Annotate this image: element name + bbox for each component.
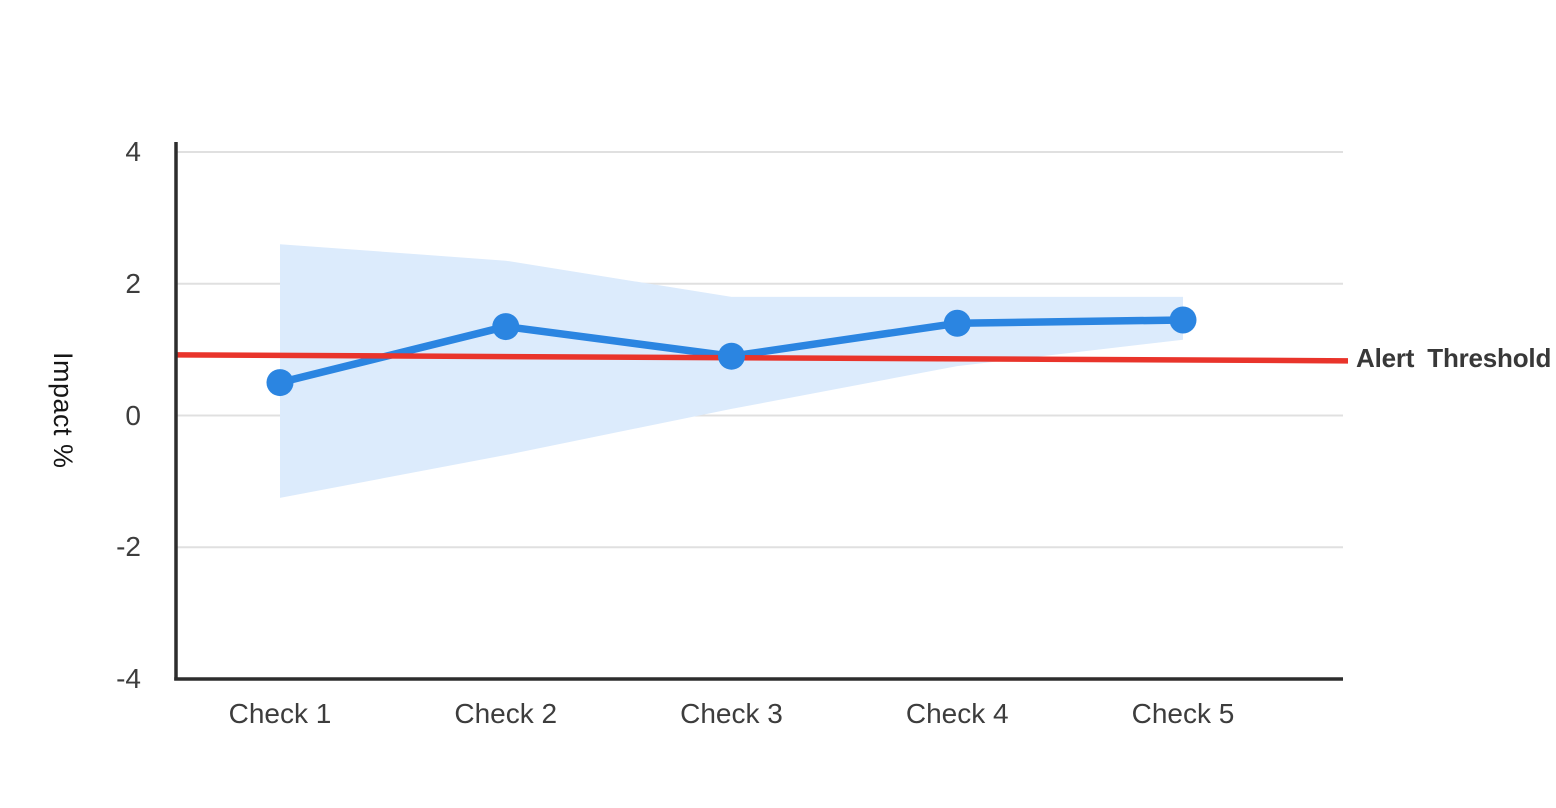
alert-threshold-line xyxy=(175,352,1349,364)
y-tick-label: -4 xyxy=(116,663,141,694)
x-axis-label: Check 1 xyxy=(228,698,332,729)
alert-threshold-label: Alert Threshold xyxy=(1356,343,1552,373)
data-point-check-3 xyxy=(718,342,745,370)
x-axis-label: Check 2 xyxy=(454,698,558,729)
y-tick-label: 4 xyxy=(125,136,141,167)
y-tick-label: 2 xyxy=(125,267,141,299)
y-tick-label: 0 xyxy=(125,399,141,431)
data-point-check-2 xyxy=(492,313,520,341)
x-axis-label: Check 4 xyxy=(905,698,1009,729)
x-axis-label: Check 3 xyxy=(680,698,783,729)
y-axis-title: Impact % xyxy=(48,352,78,469)
data-point-check-1 xyxy=(266,369,294,397)
y-tick-label: -2 xyxy=(116,531,141,563)
confidence-band xyxy=(280,244,1183,498)
data-point-check-5 xyxy=(1169,306,1197,334)
data-point-check-4 xyxy=(943,309,971,337)
x-axis-label: Check 5 xyxy=(1131,698,1235,729)
